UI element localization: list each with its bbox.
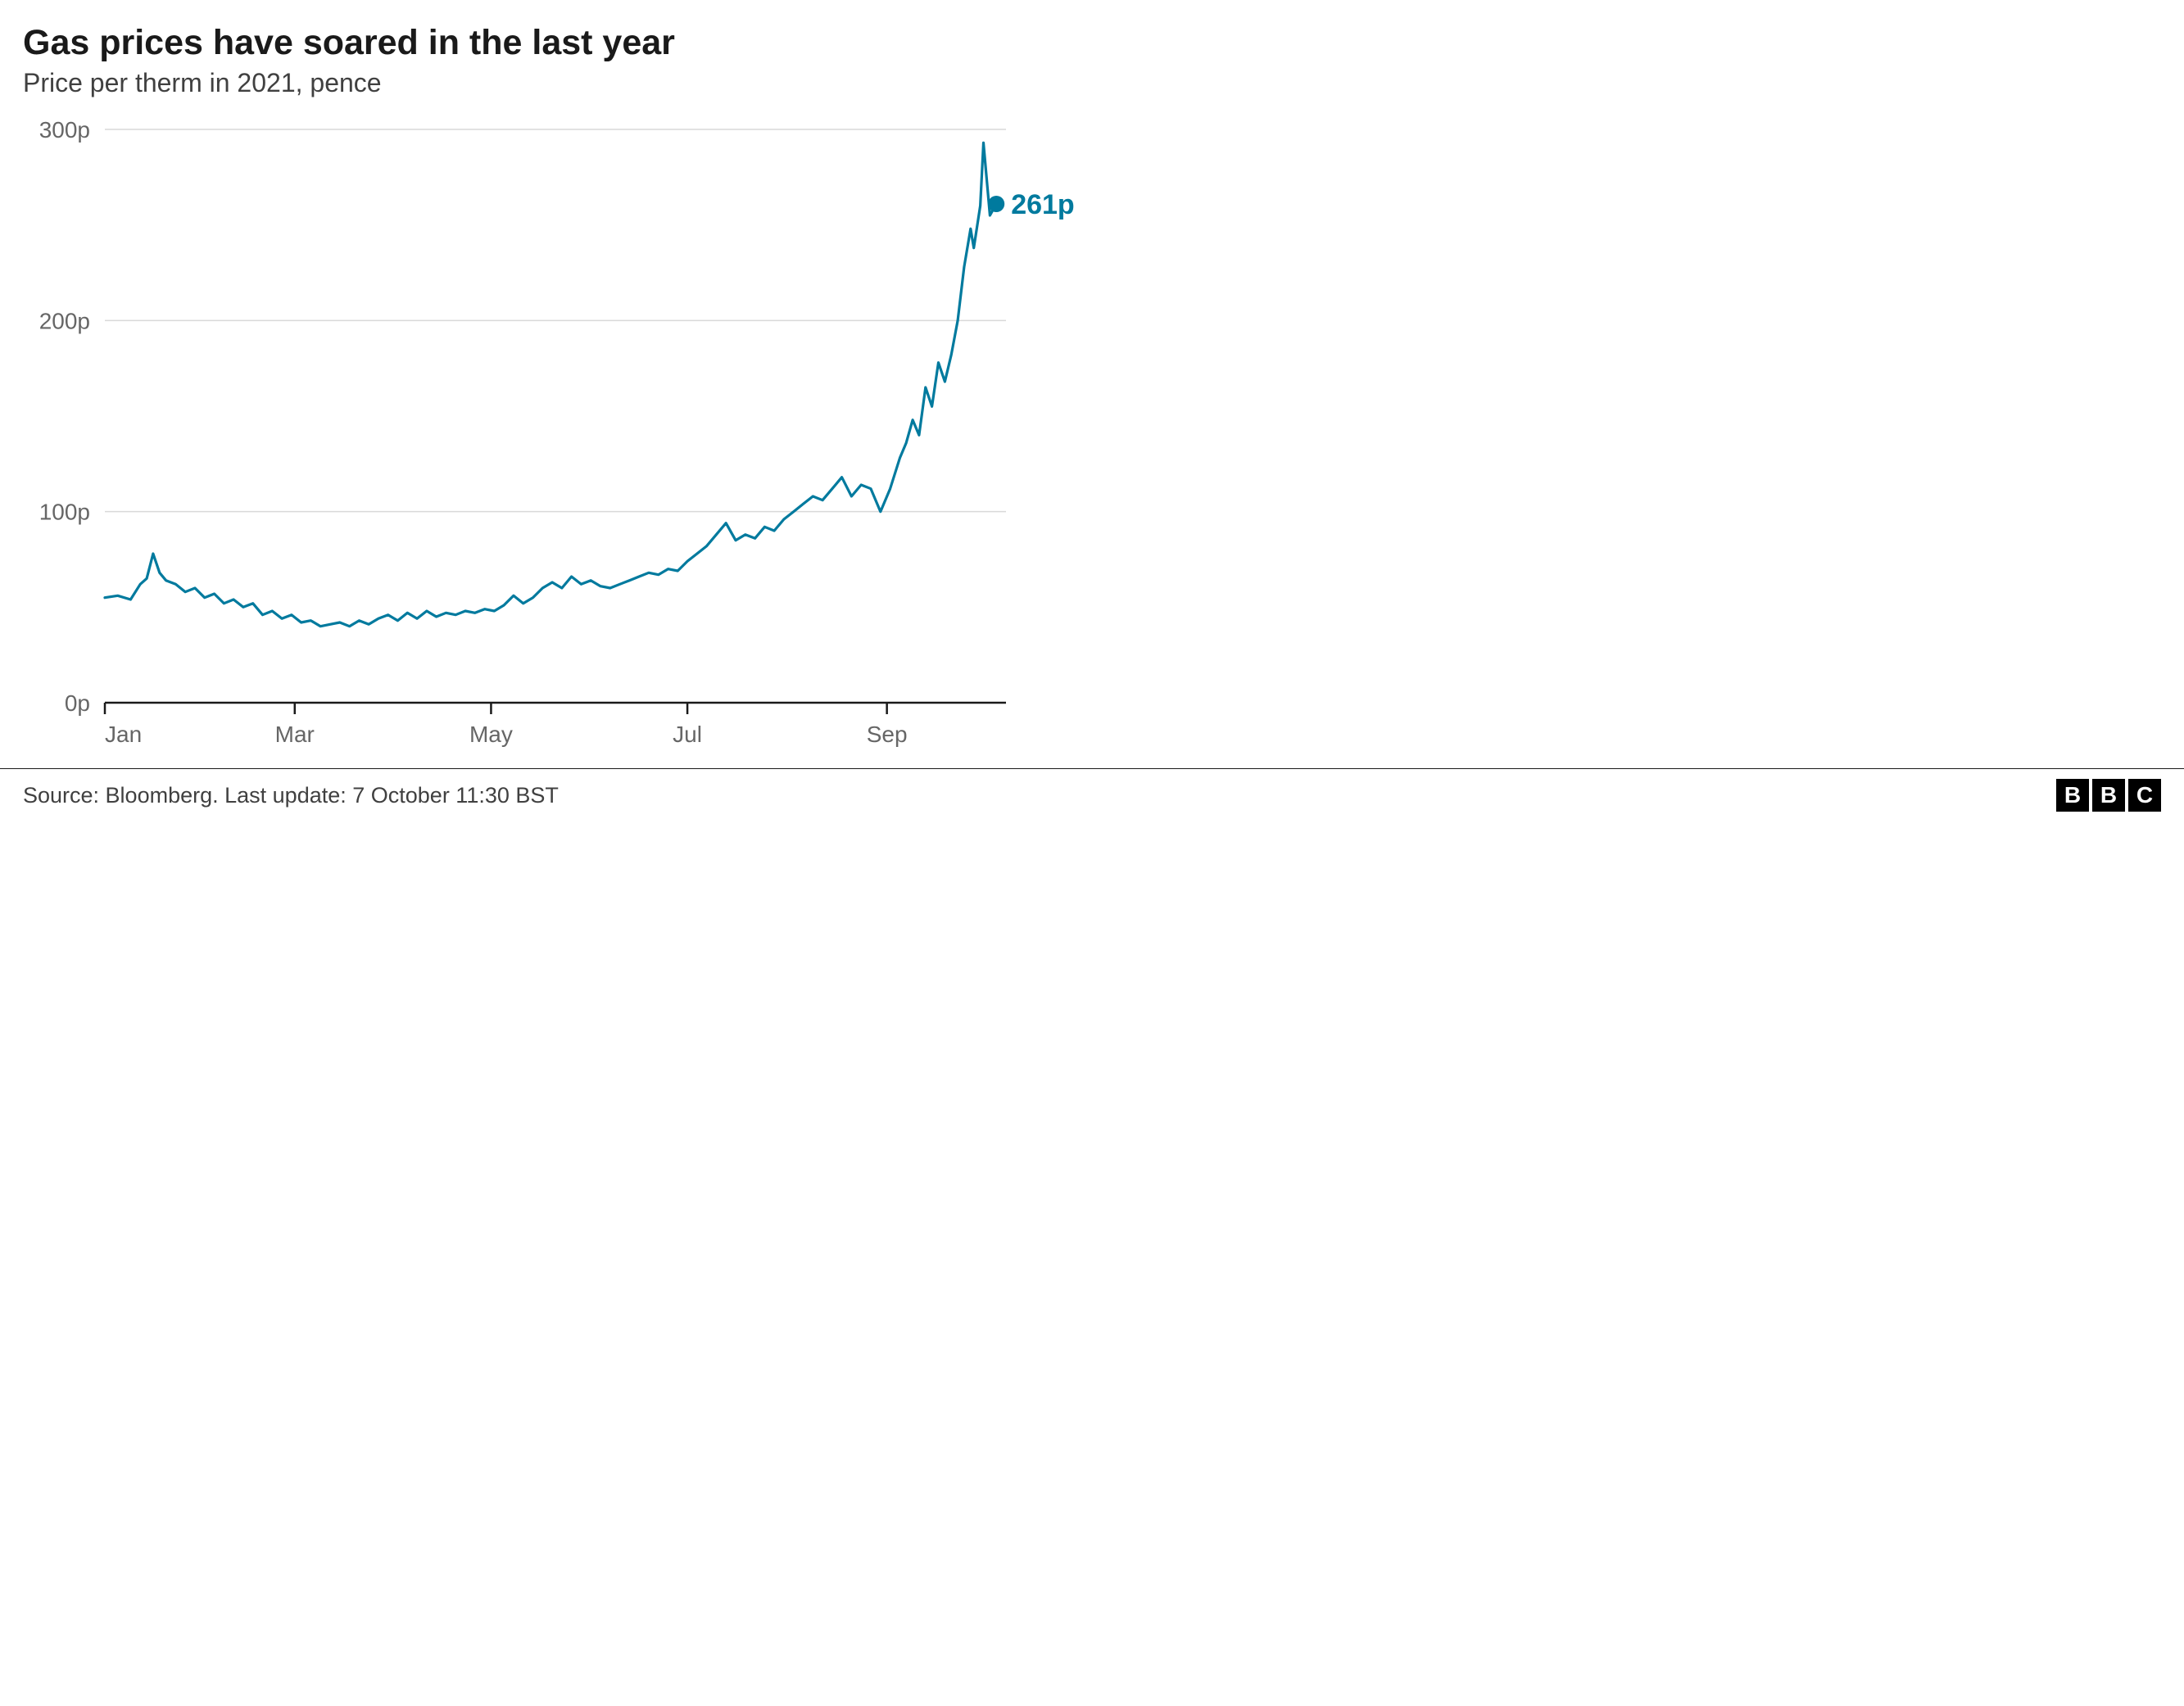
svg-text:100p: 100p (39, 500, 90, 525)
bbc-logo-letter: C (2128, 779, 2161, 812)
svg-text:0p: 0p (65, 690, 90, 716)
svg-text:Jul: Jul (673, 722, 702, 747)
endpoint-label: 261p (1011, 189, 1075, 221)
svg-text:May: May (469, 722, 513, 747)
plot-area: 0p100p200p300pJanMarMayJulSep 261p (23, 113, 1069, 768)
chart-subtitle: Price per therm in 2021, pence (23, 68, 1069, 98)
bbc-logo-letter: B (2056, 779, 2089, 812)
svg-text:Mar: Mar (275, 722, 315, 747)
chart-svg: 0p 100p 200p 300p Jan Mar May Jul Sep (23, 113, 1069, 768)
chart-title: Gas prices have soared in the last year (23, 23, 1069, 63)
svg-text:Sep: Sep (867, 722, 908, 747)
svg-text:200p: 200p (39, 309, 90, 334)
source-text: Source: Bloomberg. Last update: 7 Octobe… (23, 783, 559, 808)
footer: Source: Bloomberg. Last update: 7 Octobe… (0, 768, 2184, 823)
chart-container: Gas prices have soared in the last year … (0, 0, 1092, 768)
bbc-logo: B B C (2056, 779, 2161, 812)
bbc-logo-letter: B (2092, 779, 2125, 812)
svg-text:Jan: Jan (105, 722, 142, 747)
svg-text:300p: 300p (39, 117, 90, 143)
